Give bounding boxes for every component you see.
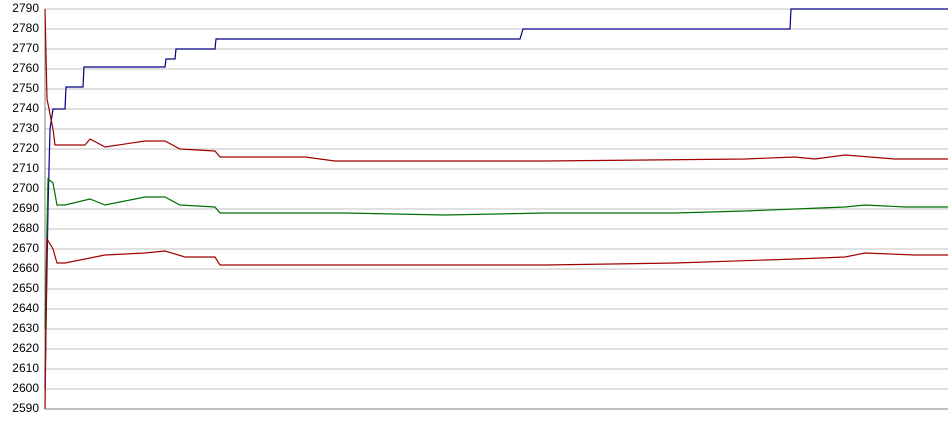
y-tick-label: 2660 xyxy=(12,261,39,275)
y-tick-label: 2640 xyxy=(12,301,39,315)
series-line xyxy=(44,8,948,390)
y-tick-label: 2690 xyxy=(12,201,39,215)
series-line xyxy=(44,177,948,330)
y-tick-label: 2760 xyxy=(12,61,39,75)
y-tick-label: 2600 xyxy=(12,381,39,395)
y-tick-label: 2630 xyxy=(12,321,39,335)
series-line xyxy=(44,8,948,162)
y-tick-label: 2670 xyxy=(12,241,39,255)
y-tick-label: 2650 xyxy=(12,281,39,295)
y-tick-label: 2590 xyxy=(12,401,39,415)
y-tick-label: 2780 xyxy=(12,21,39,35)
y-tick-label: 2620 xyxy=(12,341,39,355)
y-tick-label: 2720 xyxy=(12,141,39,155)
y-tick-label: 2610 xyxy=(12,361,39,375)
y-tick-label: 2730 xyxy=(12,121,39,135)
y-tick-label: 2790 xyxy=(12,1,39,15)
y-tick-label: 2770 xyxy=(12,41,39,55)
series-line xyxy=(44,236,948,410)
y-tick-label: 2750 xyxy=(12,81,39,95)
y-tick-label: 2680 xyxy=(12,221,39,235)
y-tick-label: 2740 xyxy=(12,101,39,115)
y-tick-label: 2710 xyxy=(12,161,39,175)
y-tick-label: 2700 xyxy=(12,181,39,195)
